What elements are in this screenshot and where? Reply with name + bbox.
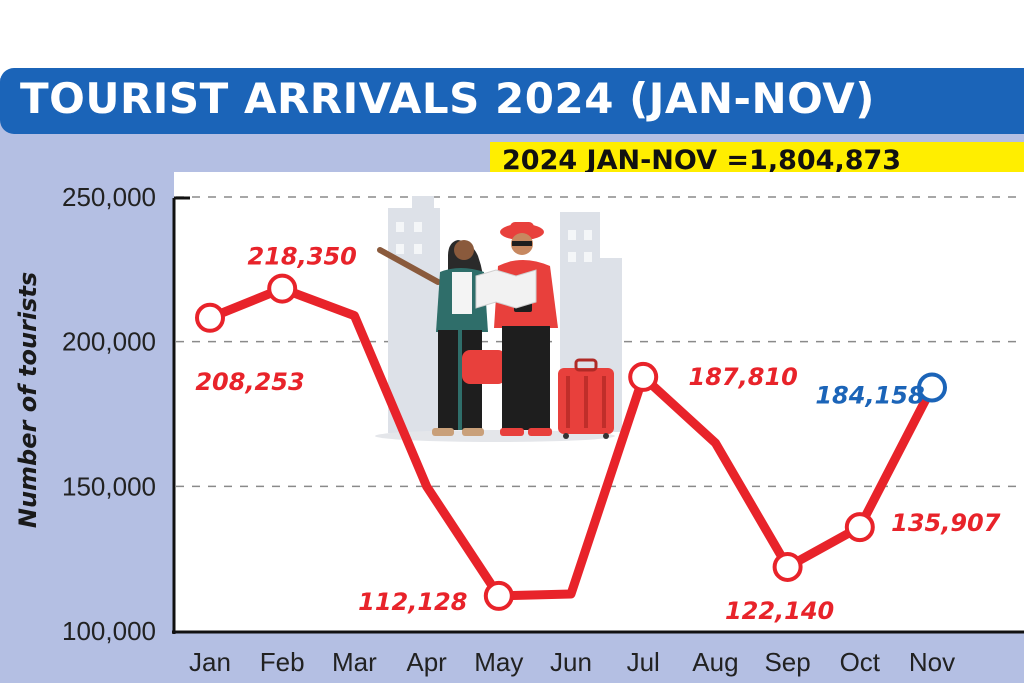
data-label-jul: 187,810	[689, 363, 798, 391]
data-label-sep: 122,140	[725, 597, 834, 625]
data-point-jan	[195, 302, 225, 333]
data-point-sep	[772, 551, 803, 582]
data-point-feb	[267, 273, 298, 304]
y-tick-label-0: 100,000	[62, 616, 156, 646]
axes	[172, 196, 1024, 634]
data-label-feb: 218,350	[248, 243, 357, 271]
y-tick-labels: 100,000 150,000 200,000 250,000	[62, 182, 156, 646]
x-tick-label-aug: Aug	[692, 647, 738, 677]
x-tick-label-jun: Jun	[550, 647, 592, 677]
data-point-nov	[917, 372, 947, 403]
data-label-oct: 135,907	[891, 509, 1001, 537]
data-point-oct	[844, 512, 875, 543]
x-tick-labels: Jan Feb Mar Apr May Jun Jul Aug Sep Oct Nov	[189, 647, 955, 677]
chart-title: TOURIST ARRIVALS 2024 (JAN-NOV)	[20, 74, 875, 123]
data-point-may	[483, 580, 514, 611]
data-labels: 208,253 218,350 112,128 187,810 122,140 135,9…	[195, 243, 1000, 625]
total-badge-text: 2024 JAN-NOV =1,804,873	[502, 145, 902, 176]
x-tick-label-apr: Apr	[406, 647, 447, 677]
two-tourists-with-map-and-suitcase	[375, 196, 622, 442]
x-tick-label-jan: Jan	[189, 647, 231, 677]
data-label-may: 112,128	[358, 588, 467, 616]
y-tick-label-3: 250,000	[62, 182, 156, 212]
y-tick-label-1: 150,000	[62, 471, 156, 501]
data-points	[195, 273, 947, 611]
data-label-nov: 184,158	[815, 382, 924, 410]
y-tick-label-2: 200,000	[62, 327, 156, 357]
title-bar	[0, 68, 1024, 134]
x-tick-label-jul: Jul	[627, 647, 660, 677]
x-tick-label-mar: Mar	[332, 647, 377, 677]
x-tick-label-sep: Sep	[764, 647, 810, 677]
data-label-jan: 208,253	[195, 368, 304, 396]
x-tick-label-oct: Oct	[840, 647, 881, 677]
x-tick-label-feb: Feb	[260, 647, 305, 677]
series-line	[205, 284, 937, 601]
x-tick-label-may: May	[474, 647, 523, 677]
x-tick-label-nov: Nov	[909, 647, 955, 677]
data-point-jul	[628, 361, 659, 392]
y-axis-label: Number of tourists	[14, 272, 42, 528]
